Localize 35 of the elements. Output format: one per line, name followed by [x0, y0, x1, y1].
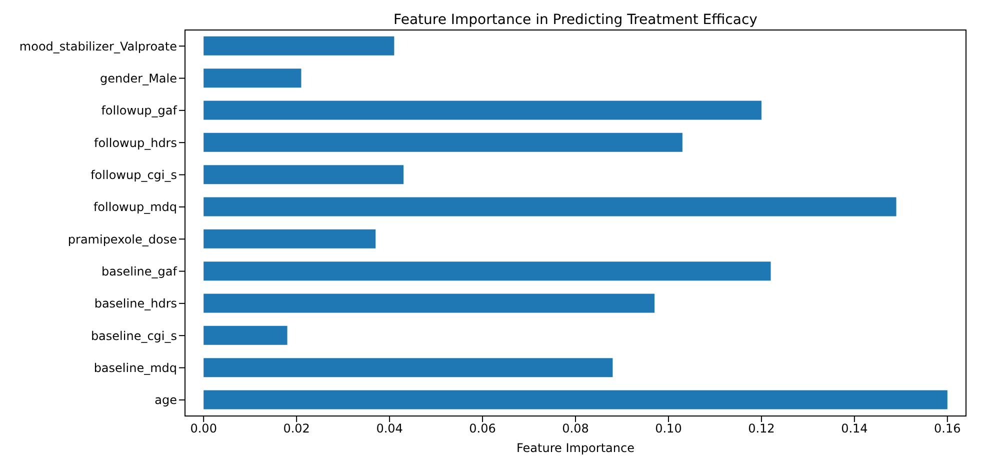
x-tick-label: 0.04 [376, 422, 403, 436]
y-tick-label: pramipexole_dose [68, 232, 177, 246]
bar [204, 100, 762, 120]
bar [204, 358, 613, 378]
bar [204, 197, 896, 216]
x-tick-label: 0.00 [190, 422, 217, 436]
bar [204, 390, 948, 410]
y-tick-label: baseline_mdq [94, 361, 177, 376]
x-tick-label: 0.08 [562, 422, 589, 436]
y-tick-label: followup_mdq [93, 200, 177, 214]
y-tick-label: followup_cgi_s [90, 168, 177, 182]
x-tick-label: 0.14 [841, 422, 868, 436]
x-tick-label: 0.06 [469, 422, 496, 436]
bar [204, 294, 655, 313]
bar [204, 68, 302, 88]
bar [204, 36, 394, 56]
bar [204, 326, 288, 345]
bar [204, 262, 771, 281]
y-tick-label: baseline_cgi_s [90, 328, 177, 343]
y-tick-label: age [154, 393, 177, 408]
y-tick-label: baseline_gaf [102, 264, 178, 279]
bar [204, 229, 376, 248]
chart-title: Feature Importance in Predicting Treatment Efficacy [392, 12, 758, 28]
x-tick-label: 0.16 [934, 422, 961, 436]
y-tick-label: followup_hdrs [94, 136, 177, 150]
bar [204, 165, 404, 184]
y-tick-label: gender_Male [100, 72, 177, 86]
y-tick-label: followup_gaf [101, 104, 178, 118]
y-tick-label: mood_stabilizer_Valproate [19, 39, 177, 54]
x-tick-label: 0.02 [283, 422, 310, 436]
x-axis-title: Feature Importance [516, 441, 636, 455]
x-tick-label: 0.10 [655, 422, 682, 436]
x-tick-label: 0.12 [748, 422, 775, 436]
bar [204, 132, 682, 152]
y-tick-label: baseline_hdrs [94, 296, 177, 311]
